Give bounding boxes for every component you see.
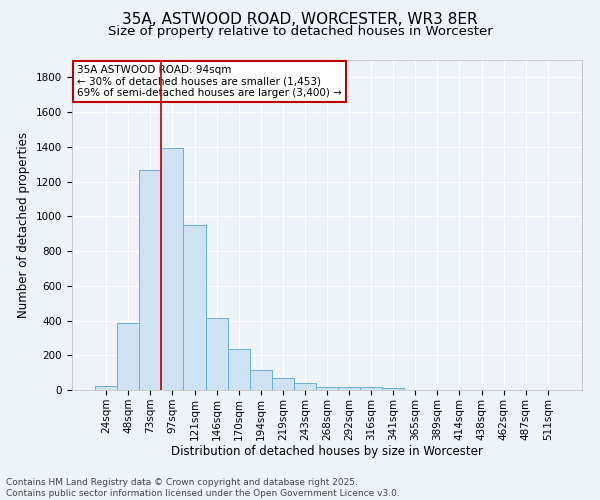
Text: Contains HM Land Registry data © Crown copyright and database right 2025.
Contai: Contains HM Land Registry data © Crown c… [6,478,400,498]
Bar [227,349,250,390]
Bar [338,388,360,390]
Bar [382,388,404,390]
Bar [161,148,184,390]
Bar [95,386,117,390]
Bar [139,170,161,390]
Bar [294,383,316,390]
Y-axis label: Number of detached properties: Number of detached properties [17,132,31,318]
Bar [184,225,206,390]
Bar [117,323,139,390]
X-axis label: Distribution of detached houses by size in Worcester: Distribution of detached houses by size … [171,446,483,458]
Text: Size of property relative to detached houses in Worcester: Size of property relative to detached ho… [107,25,493,38]
Bar [272,378,294,390]
Bar [360,388,382,390]
Text: 35A ASTWOOD ROAD: 94sqm
← 30% of detached houses are smaller (1,453)
69% of semi: 35A ASTWOOD ROAD: 94sqm ← 30% of detache… [77,65,342,98]
Bar [250,370,272,390]
Text: 35A, ASTWOOD ROAD, WORCESTER, WR3 8ER: 35A, ASTWOOD ROAD, WORCESTER, WR3 8ER [122,12,478,28]
Bar [206,318,227,390]
Bar [316,386,338,390]
